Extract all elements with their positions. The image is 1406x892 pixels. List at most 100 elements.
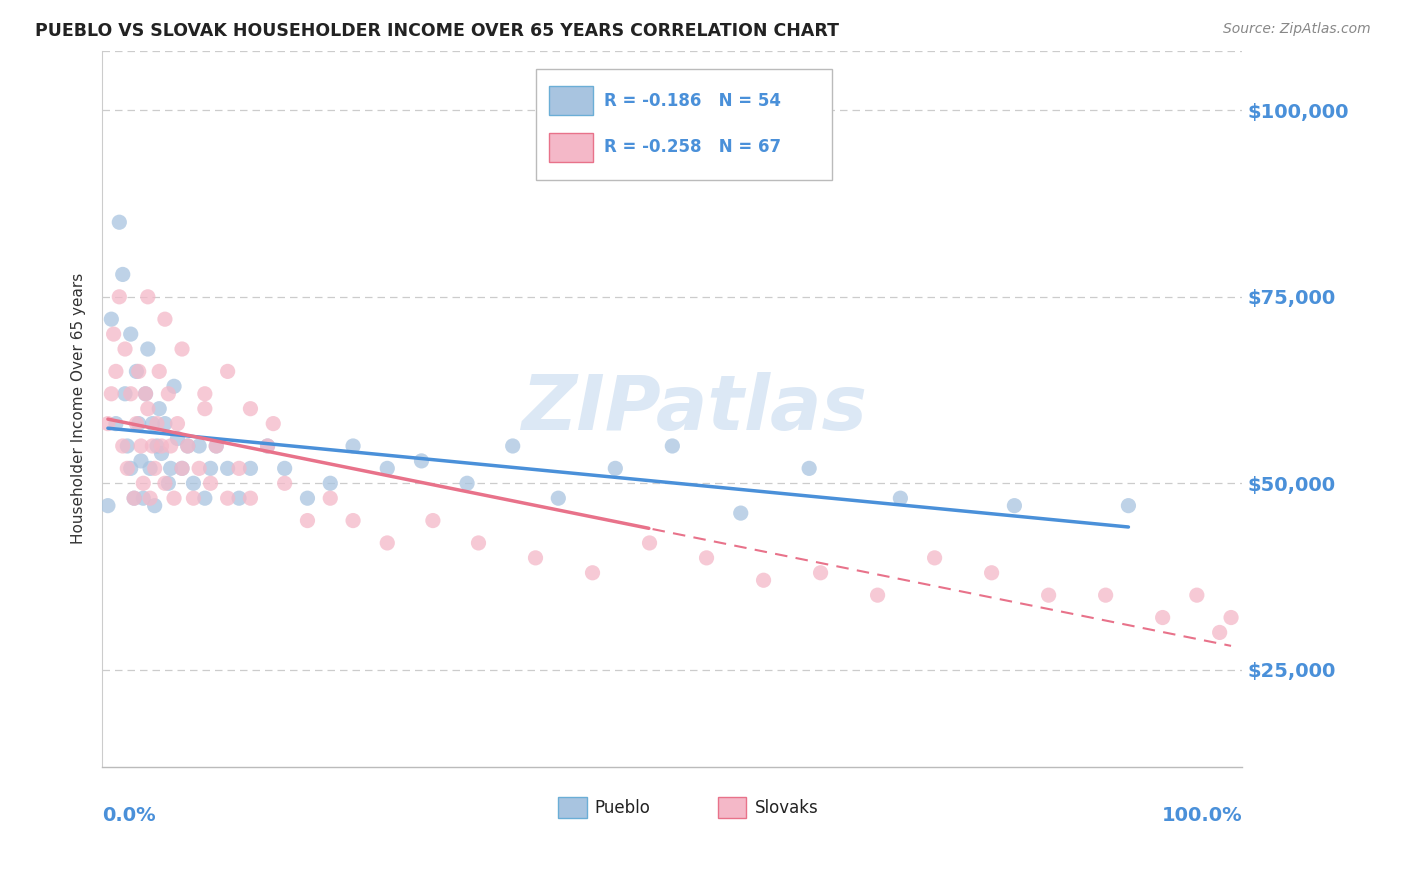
Point bbox=[188, 461, 211, 475]
Point bbox=[120, 327, 142, 342]
Point bbox=[730, 506, 752, 520]
Point bbox=[177, 439, 200, 453]
FancyBboxPatch shape bbox=[558, 797, 586, 818]
Point bbox=[342, 439, 364, 453]
Point bbox=[638, 536, 661, 550]
Text: 100.0%: 100.0% bbox=[1161, 806, 1243, 825]
Point bbox=[256, 439, 278, 453]
Point bbox=[104, 417, 127, 431]
Point bbox=[1038, 588, 1060, 602]
Point bbox=[157, 386, 180, 401]
Point bbox=[273, 476, 295, 491]
Point bbox=[411, 454, 433, 468]
Point bbox=[150, 446, 173, 460]
Point bbox=[205, 439, 228, 453]
Point bbox=[153, 476, 176, 491]
Point bbox=[217, 461, 239, 475]
Point bbox=[183, 491, 205, 506]
Point bbox=[141, 439, 163, 453]
Point bbox=[136, 401, 159, 416]
Point bbox=[146, 439, 169, 453]
Point bbox=[256, 439, 278, 453]
Point bbox=[810, 566, 832, 580]
Text: R = -0.186   N = 54: R = -0.186 N = 54 bbox=[605, 92, 780, 110]
Point bbox=[1118, 499, 1140, 513]
Point bbox=[524, 550, 547, 565]
Point bbox=[100, 312, 122, 326]
Point bbox=[183, 476, 205, 491]
Point bbox=[375, 461, 398, 475]
Point bbox=[581, 566, 603, 580]
Point bbox=[132, 476, 155, 491]
Point bbox=[456, 476, 478, 491]
Point bbox=[605, 461, 627, 475]
Text: R = -0.258   N = 67: R = -0.258 N = 67 bbox=[605, 138, 782, 156]
Point bbox=[148, 364, 170, 378]
Point bbox=[97, 417, 120, 431]
Point bbox=[139, 461, 162, 475]
Point bbox=[136, 342, 159, 356]
Point bbox=[502, 439, 524, 453]
Point bbox=[163, 491, 186, 506]
Point bbox=[153, 417, 176, 431]
Point bbox=[297, 514, 319, 528]
Point bbox=[661, 439, 683, 453]
Point bbox=[117, 439, 139, 453]
Point bbox=[228, 491, 250, 506]
Point bbox=[422, 514, 444, 528]
Point bbox=[114, 386, 136, 401]
Point bbox=[148, 401, 170, 416]
Point bbox=[170, 461, 193, 475]
Point bbox=[194, 386, 217, 401]
Point bbox=[696, 550, 718, 565]
Point bbox=[104, 364, 127, 378]
Point bbox=[143, 461, 166, 475]
Point bbox=[924, 550, 946, 565]
Text: Source: ZipAtlas.com: Source: ZipAtlas.com bbox=[1223, 22, 1371, 37]
Point bbox=[1002, 499, 1025, 513]
Point bbox=[159, 461, 181, 475]
Point bbox=[114, 342, 136, 356]
Point bbox=[153, 312, 176, 326]
Point bbox=[205, 439, 228, 453]
Point bbox=[297, 491, 319, 506]
Point bbox=[128, 417, 150, 431]
Point bbox=[125, 364, 148, 378]
Point bbox=[132, 491, 155, 506]
Point bbox=[375, 536, 398, 550]
Point bbox=[108, 215, 131, 229]
Text: Pueblo: Pueblo bbox=[595, 798, 651, 816]
Point bbox=[239, 401, 262, 416]
Point bbox=[157, 476, 180, 491]
Point bbox=[150, 439, 173, 453]
Point bbox=[159, 439, 181, 453]
Point bbox=[141, 417, 163, 431]
Text: PUEBLO VS SLOVAK HOUSEHOLDER INCOME OVER 65 YEARS CORRELATION CHART: PUEBLO VS SLOVAK HOUSEHOLDER INCOME OVER… bbox=[35, 22, 839, 40]
Point bbox=[1152, 610, 1174, 624]
Point bbox=[166, 432, 188, 446]
FancyBboxPatch shape bbox=[550, 133, 592, 161]
Point bbox=[319, 491, 342, 506]
Point bbox=[146, 417, 169, 431]
Point bbox=[125, 417, 148, 431]
Point bbox=[129, 454, 152, 468]
Point bbox=[135, 386, 157, 401]
Point bbox=[139, 491, 162, 506]
Point bbox=[194, 401, 217, 416]
Point bbox=[163, 379, 186, 393]
Point bbox=[1208, 625, 1230, 640]
Point bbox=[135, 386, 157, 401]
Point bbox=[980, 566, 1002, 580]
Point bbox=[239, 491, 262, 506]
Point bbox=[200, 461, 222, 475]
Point bbox=[177, 439, 200, 453]
Point bbox=[170, 342, 193, 356]
Point bbox=[889, 491, 911, 506]
Point bbox=[342, 514, 364, 528]
Point bbox=[117, 461, 139, 475]
Point bbox=[188, 439, 211, 453]
Point bbox=[467, 536, 489, 550]
Point bbox=[799, 461, 821, 475]
Point bbox=[228, 461, 250, 475]
Point bbox=[143, 499, 166, 513]
